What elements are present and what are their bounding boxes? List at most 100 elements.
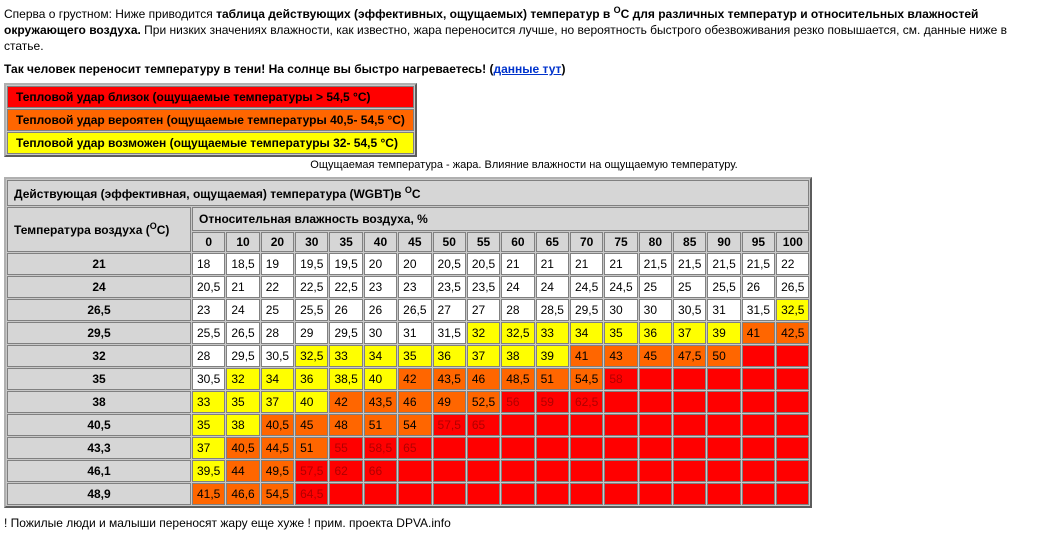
heat-cell — [776, 483, 809, 505]
heat-cell: 34 — [261, 368, 294, 390]
heat-cell: 20,5 — [467, 253, 500, 275]
heat-cell: 49,5 — [261, 460, 294, 482]
heat-cell: 32,5 — [501, 322, 534, 344]
heat-cell: 30,5 — [673, 299, 706, 321]
heat-cell: 20 — [398, 253, 431, 275]
heat-cell: 18 — [192, 253, 225, 275]
heat-cell: 21,5 — [673, 253, 706, 275]
intro-paragraph: Сперва о грустном: Ниже приводится табли… — [4, 4, 1044, 55]
heat-cell: 45 — [295, 414, 328, 436]
table-caption: Ощущаемая температура - жара. Влияние вл… — [4, 159, 1044, 171]
heat-cell: 35 — [604, 322, 637, 344]
humidity-col: 90 — [707, 232, 740, 252]
temp-row-label: 40,5 — [7, 414, 191, 436]
heat-cell: 46,6 — [226, 483, 259, 505]
heat-cell: 28 — [192, 345, 225, 367]
heat-index-table: Действующая (эффективная, ощущаемая) тем… — [4, 177, 812, 508]
heat-cell: 21,5 — [639, 253, 672, 275]
heat-cell — [604, 483, 637, 505]
heat-cell — [501, 414, 534, 436]
heat-cell: 25 — [673, 276, 706, 298]
heat-cell: 20,5 — [433, 253, 466, 275]
heat-cell: 25,5 — [192, 322, 225, 344]
heat-cell: 57,5 — [433, 414, 466, 436]
heat-cell — [398, 460, 431, 482]
heat-cell: 28 — [501, 299, 534, 321]
heat-cell: 19,5 — [295, 253, 328, 275]
heat-cell: 33 — [536, 322, 569, 344]
heat-cell: 36 — [295, 368, 328, 390]
heat-cell: 30,5 — [261, 345, 294, 367]
heat-cell — [639, 368, 672, 390]
heat-cell — [776, 460, 809, 482]
air-temp-header: Температура воздуха (ОС) — [7, 207, 191, 252]
heat-cell: 40,5 — [261, 414, 294, 436]
heat-cell: 37 — [467, 345, 500, 367]
heat-cell — [536, 437, 569, 459]
heat-cell: 28 — [261, 322, 294, 344]
heat-cell: 54 — [398, 414, 431, 436]
heat-cell — [433, 437, 466, 459]
heat-cell: 21 — [501, 253, 534, 275]
heat-cell: 35 — [398, 345, 431, 367]
heat-cell: 28,5 — [536, 299, 569, 321]
heat-cell — [433, 460, 466, 482]
heat-cell: 31,5 — [433, 322, 466, 344]
heat-cell: 25 — [639, 276, 672, 298]
heat-cell: 38 — [501, 345, 534, 367]
heat-cell: 38,5 — [329, 368, 362, 390]
heat-cell: 58,5 — [364, 437, 397, 459]
humidity-col: 65 — [536, 232, 569, 252]
humidity-col: 85 — [673, 232, 706, 252]
heat-cell: 42 — [398, 368, 431, 390]
heat-cell: 37 — [673, 322, 706, 344]
heat-cell — [570, 437, 603, 459]
heat-cell: 27 — [467, 299, 500, 321]
heat-cell: 21,5 — [707, 253, 740, 275]
heat-cell — [742, 483, 775, 505]
heat-cell — [673, 368, 706, 390]
heat-cell: 21 — [226, 276, 259, 298]
heat-cell: 52,5 — [467, 391, 500, 413]
heat-cell — [329, 483, 362, 505]
legend-row-2: Тепловой удар возможен (ощущаемые темпер… — [7, 132, 414, 154]
heat-cell: 23 — [192, 299, 225, 321]
heat-cell: 57,5 — [295, 460, 328, 482]
heat-cell — [639, 414, 672, 436]
heat-cell: 54,5 — [570, 368, 603, 390]
heat-cell: 29 — [295, 322, 328, 344]
intro-prefix: Сперва о грустном: Ниже приводится — [4, 7, 216, 21]
heat-cell: 41,5 — [192, 483, 225, 505]
heat-cell: 26,5 — [776, 276, 809, 298]
heat-cell — [433, 483, 466, 505]
heat-cell: 46 — [398, 391, 431, 413]
heat-cell — [604, 460, 637, 482]
heat-cell: 26,5 — [398, 299, 431, 321]
temp-row-label: 26,5 — [7, 299, 191, 321]
heat-cell: 21 — [536, 253, 569, 275]
heat-cell: 47,5 — [673, 345, 706, 367]
heat-cell: 22 — [261, 276, 294, 298]
heat-cell — [501, 460, 534, 482]
heat-cell: 41 — [570, 345, 603, 367]
humidity-col: 35 — [329, 232, 362, 252]
heat-cell: 49 — [433, 391, 466, 413]
heat-cell — [673, 437, 706, 459]
temp-row-label: 35 — [7, 368, 191, 390]
heat-cell: 21 — [570, 253, 603, 275]
heat-cell — [707, 414, 740, 436]
heat-cell: 44 — [226, 460, 259, 482]
heat-cell: 40 — [295, 391, 328, 413]
heat-cell: 39 — [536, 345, 569, 367]
heat-cell: 58 — [604, 368, 637, 390]
temp-row-label: 46,1 — [7, 460, 191, 482]
heat-cell — [707, 437, 740, 459]
humidity-col: 30 — [295, 232, 328, 252]
heat-cell: 33 — [329, 345, 362, 367]
heat-cell: 19 — [261, 253, 294, 275]
heat-cell — [570, 460, 603, 482]
data-here-link[interactable]: данные тут — [494, 62, 562, 76]
heat-cell: 42 — [329, 391, 362, 413]
humidity-col: 40 — [364, 232, 397, 252]
heat-cell — [639, 483, 672, 505]
